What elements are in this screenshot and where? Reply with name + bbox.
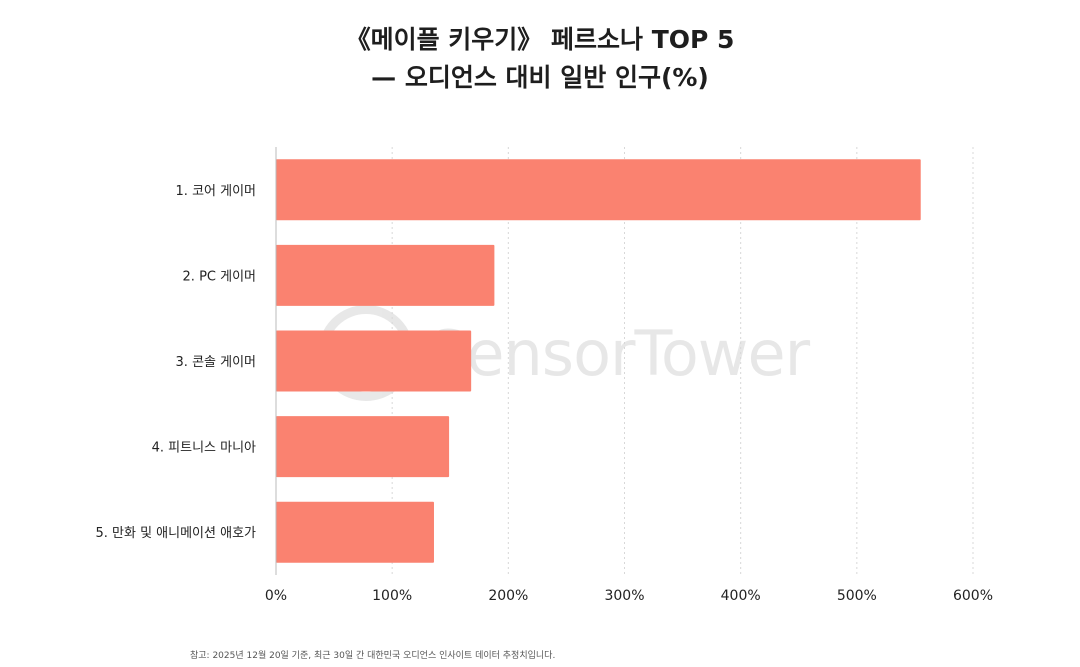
bar bbox=[276, 159, 921, 221]
x-tick-label: 600% bbox=[953, 588, 993, 604]
bar bbox=[276, 501, 434, 563]
x-tick-label: 500% bbox=[837, 588, 877, 604]
chart-title: 《메이플 키우기》 페르소나 TOP 5 bbox=[345, 25, 735, 54]
bar bbox=[276, 416, 450, 478]
chart-subtitle: — 오디언스 대비 일반 인구(%) bbox=[371, 63, 709, 92]
category-label: 3. 콘솔 게이머 bbox=[176, 355, 256, 370]
x-tick-label: 100% bbox=[372, 588, 412, 604]
x-tick-label: 300% bbox=[604, 588, 644, 604]
category-label: 2. PC 게이머 bbox=[183, 269, 256, 284]
sensortower-watermark: SensorTower bbox=[318, 305, 810, 415]
footnote: 참고: 2025년 12월 20일 기준, 최근 30일 간 대한민국 오디언스… bbox=[190, 651, 556, 661]
bar bbox=[276, 244, 495, 306]
category-label: 4. 피트니스 마니아 bbox=[152, 441, 256, 456]
category-label: 5. 만화 및 애니메이션 애호가 bbox=[96, 526, 257, 541]
x-tick-label: 200% bbox=[488, 588, 528, 604]
x-tick-label: 400% bbox=[721, 588, 761, 604]
category-label: 1. 코어 게이머 bbox=[176, 184, 256, 199]
watermark-text: SensorTower bbox=[428, 317, 810, 390]
x-tick-label: 0% bbox=[265, 588, 287, 604]
bar bbox=[276, 330, 472, 392]
